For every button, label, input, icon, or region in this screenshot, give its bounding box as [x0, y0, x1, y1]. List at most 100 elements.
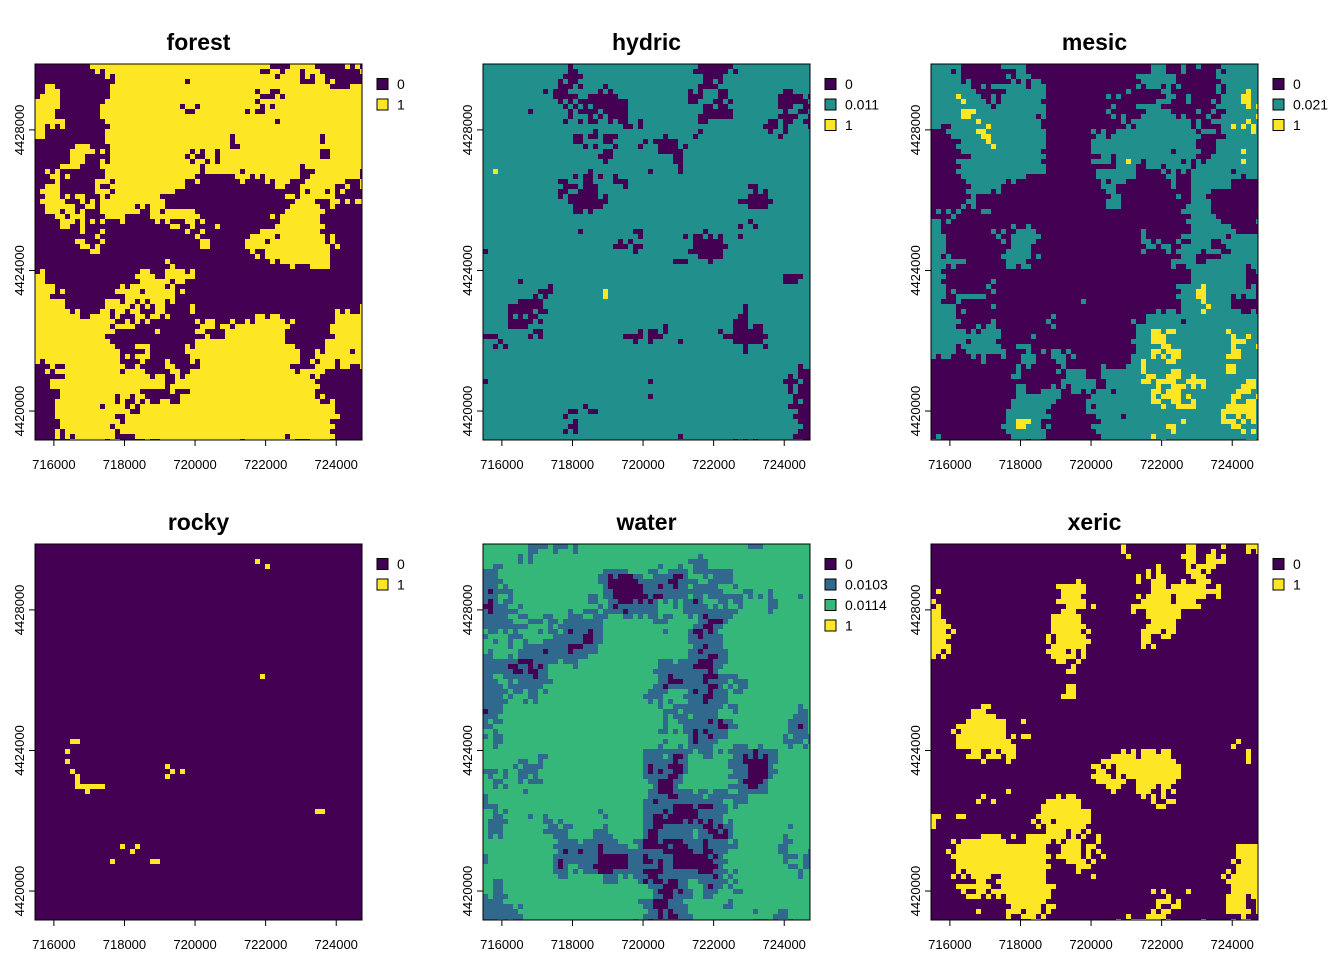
raster-cell — [285, 404, 290, 409]
raster-cell — [70, 329, 75, 334]
raster-cell — [265, 119, 270, 124]
raster-cell — [225, 89, 230, 94]
raster-cell — [185, 404, 190, 409]
raster-cell — [573, 149, 578, 154]
raster-cell — [623, 139, 628, 144]
raster-cell — [708, 124, 713, 129]
raster-cell — [280, 349, 285, 354]
raster-cell — [245, 364, 250, 369]
raster-cell — [280, 109, 285, 114]
raster-cell — [80, 319, 85, 324]
raster-cell — [708, 99, 713, 104]
raster-cell — [508, 184, 513, 189]
raster-cell — [483, 99, 488, 104]
raster-cell — [215, 104, 220, 109]
raster-cell — [728, 124, 733, 129]
raster-cell — [255, 434, 260, 439]
y-tick-label: 4420000 — [12, 386, 27, 437]
raster-cell — [120, 399, 125, 404]
raster-cell — [340, 109, 345, 114]
raster-cell — [240, 104, 245, 109]
raster-cell — [300, 189, 305, 194]
raster-cell — [683, 99, 688, 104]
raster-cell — [60, 354, 65, 359]
raster-cell — [280, 184, 285, 189]
raster-cell — [160, 429, 165, 434]
raster-cell — [773, 169, 778, 174]
raster-cell — [513, 209, 518, 214]
raster-cell — [80, 414, 85, 419]
raster-cell — [803, 189, 808, 194]
raster-cell — [325, 409, 330, 414]
raster-cell — [75, 414, 80, 419]
raster-cell — [295, 419, 300, 424]
raster-cell — [598, 234, 603, 239]
raster-cell — [300, 104, 305, 109]
raster-cell — [300, 89, 305, 94]
raster-cell — [110, 399, 115, 404]
raster-cell — [658, 229, 663, 234]
raster-cell — [768, 89, 773, 94]
raster-cell — [733, 79, 738, 84]
raster-cell — [528, 69, 533, 74]
raster-cell — [235, 409, 240, 414]
raster-cell — [803, 214, 808, 219]
raster-cell — [598, 129, 603, 134]
raster-cell — [195, 119, 200, 124]
raster-cell — [240, 174, 245, 179]
raster-cell — [260, 329, 265, 334]
raster-cell — [220, 364, 225, 369]
raster-cell — [260, 364, 265, 369]
raster-cell — [483, 79, 488, 84]
raster-cell — [125, 379, 130, 384]
raster-cell — [488, 114, 493, 119]
raster-cell — [788, 209, 793, 214]
raster-cell — [55, 94, 60, 99]
raster-cell — [130, 429, 135, 434]
raster-cell — [748, 209, 753, 214]
raster-cell — [633, 139, 638, 144]
raster-cell — [658, 184, 663, 189]
raster-cell — [65, 359, 70, 364]
raster-cell — [703, 204, 708, 209]
raster-cell — [45, 324, 50, 329]
raster-cell — [220, 69, 225, 74]
raster-cell — [245, 424, 250, 429]
raster-cell — [758, 139, 763, 144]
raster-cell — [648, 119, 653, 124]
raster-cell — [120, 379, 125, 384]
raster-cell — [563, 209, 568, 214]
raster-cell — [90, 434, 95, 439]
raster-cell — [230, 424, 235, 429]
raster-cell — [175, 149, 180, 154]
raster-cell — [85, 379, 90, 384]
raster-cell — [260, 424, 265, 429]
raster-cell — [60, 339, 65, 344]
raster-cell — [508, 209, 513, 214]
raster-cell — [135, 79, 140, 84]
raster-cell — [608, 219, 613, 224]
raster-cell — [508, 69, 513, 74]
raster-cell — [330, 404, 335, 409]
raster-cell — [743, 169, 748, 174]
raster-cell — [85, 429, 90, 434]
raster-cell — [110, 344, 115, 349]
raster-cell — [80, 424, 85, 429]
raster-cell — [753, 74, 758, 79]
raster-cell — [728, 204, 733, 209]
raster-cell — [155, 424, 160, 429]
raster-cell — [255, 149, 260, 154]
raster-cell — [578, 104, 583, 109]
raster-cell — [195, 169, 200, 174]
raster-cell — [75, 194, 80, 199]
raster-cell — [220, 434, 225, 439]
raster-cell — [155, 79, 160, 84]
raster-cell — [488, 139, 493, 144]
raster-cell — [155, 69, 160, 74]
raster-cell — [140, 139, 145, 144]
raster-cell — [245, 84, 250, 89]
raster-cell — [205, 359, 210, 364]
raster-cell — [60, 419, 65, 424]
raster-cell — [305, 89, 310, 94]
raster-cell — [335, 139, 340, 144]
